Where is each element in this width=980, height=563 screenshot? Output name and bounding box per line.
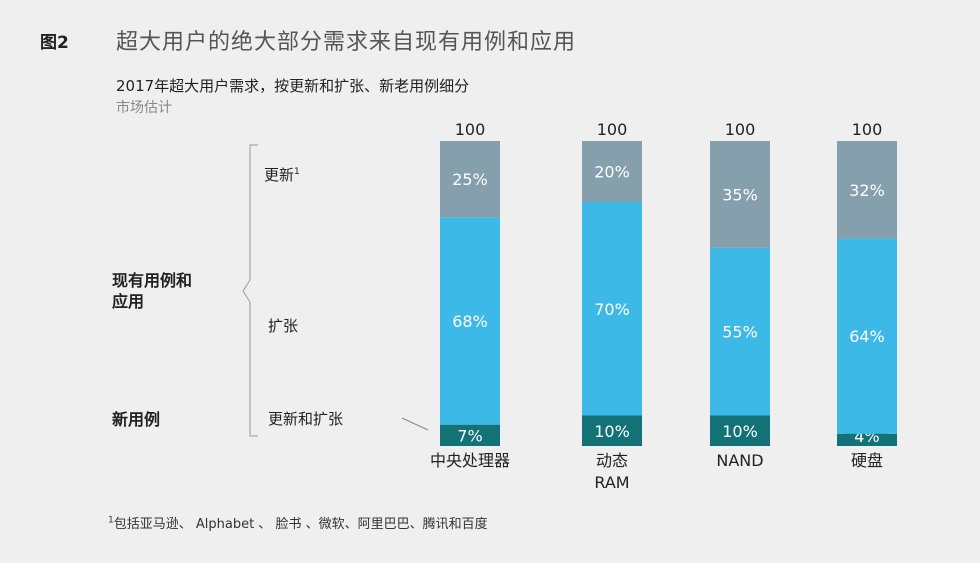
group-existing-line2: 应用 (112, 292, 144, 311)
segment-label-new: 10% (594, 422, 630, 441)
footnote: 1包括亚马逊、 Alphabet 、 脸书 、微软、阿里巴巴、腾讯和百度 (108, 513, 488, 532)
total-label: 100 (725, 120, 756, 139)
category-label: NAND (716, 451, 763, 470)
segment-label-new: 10% (722, 422, 758, 441)
segment-label-expansion: 64% (849, 327, 885, 346)
segment-label-replacement: 32% (849, 181, 885, 200)
group-brace (242, 144, 258, 437)
bar-segment-new (440, 424, 500, 446)
category-label: RAM (594, 473, 629, 492)
bar-segment-expansion (837, 238, 897, 434)
bar-segment-replacement (440, 141, 500, 218)
footnote-sup: 1 (108, 515, 114, 526)
chart-subtitle: 2017年超大用户需求，按更新和扩张、新老用例细分 (116, 77, 470, 95)
segment-label-replacement: 35% (722, 185, 758, 204)
legend-expansion: 扩张 (268, 317, 298, 335)
bar-segment-expansion (440, 217, 500, 425)
category-label: 动态 (596, 451, 628, 470)
segment-label-replacement: 20% (594, 163, 630, 182)
category-label: 中央处理器 (430, 451, 510, 470)
category-label: 硬盘 (851, 451, 883, 470)
segment-label-expansion: 68% (452, 312, 488, 331)
group-existing-line1: 现有用例和 (112, 271, 192, 290)
legend-replacement-sup: 1 (294, 167, 300, 177)
footnote-text: 包括亚马逊、 Alphabet 、 脸书 、微软、阿里巴巴、腾讯和百度 (113, 517, 488, 532)
chart-subnote: 市场估计 (116, 100, 172, 116)
total-label: 100 (852, 120, 883, 139)
segment-label-expansion: 55% (722, 323, 758, 342)
segment-label-replacement: 25% (452, 170, 488, 189)
figure-title: 超大用户的绝大部分需求来自现有用例和应用 (116, 30, 577, 55)
legend-replacement: 更新1 (264, 166, 300, 184)
total-label: 100 (597, 120, 628, 139)
total-label: 100 (455, 120, 486, 139)
bar-segment-replacement (710, 141, 770, 248)
bar-segment-expansion (582, 202, 642, 416)
figure-number: 图2 (40, 33, 69, 53)
bar-segment-replacement (837, 141, 897, 239)
bar-segment-expansion (710, 247, 770, 416)
group-new: 新用例 (112, 410, 160, 429)
segment-label-new: 7% (457, 426, 482, 445)
legend-new: 更新和扩张 (268, 410, 343, 428)
bar-segment-new (710, 415, 770, 446)
bar-segment-replacement (582, 141, 642, 202)
bar-segment-new (582, 415, 642, 446)
new-leader-line (401, 417, 429, 431)
segment-label-expansion: 70% (594, 300, 630, 319)
